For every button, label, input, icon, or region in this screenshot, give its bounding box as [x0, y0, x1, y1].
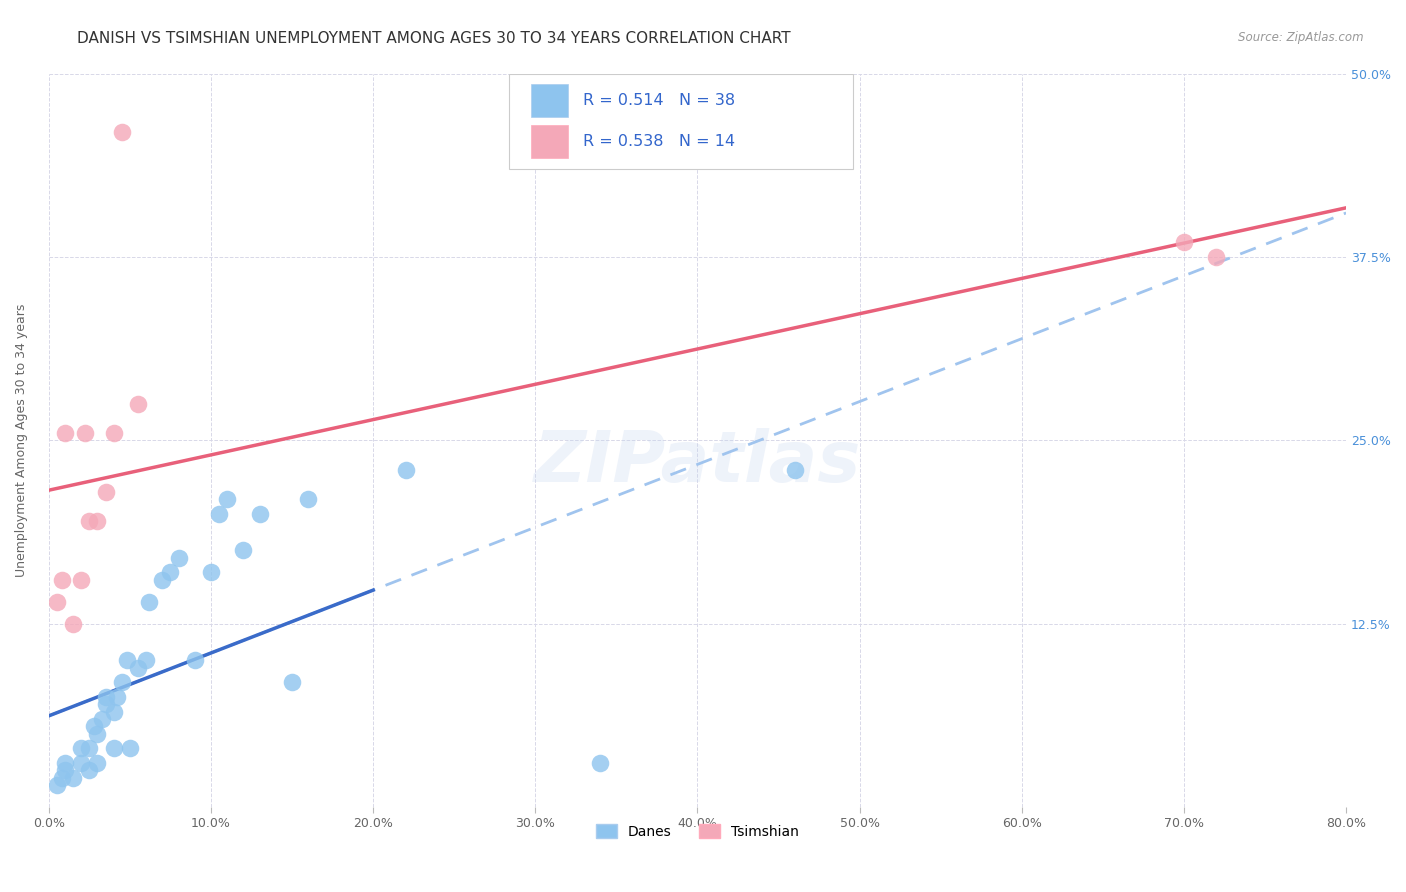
Point — [62, 771, 84, 785]
Point — [138, 595, 160, 609]
Point — [297, 491, 319, 506]
Point — [79, 514, 101, 528]
Point — [70, 756, 93, 770]
Point — [73, 425, 96, 440]
Text: ZIPatlas: ZIPatlas — [534, 428, 860, 497]
Point — [62, 616, 84, 631]
Point — [150, 573, 173, 587]
Point — [1173, 235, 1195, 250]
Point — [589, 756, 612, 770]
Point — [103, 705, 125, 719]
Point — [53, 764, 76, 778]
Point — [783, 462, 806, 476]
Point — [105, 690, 128, 704]
Bar — [531, 125, 568, 158]
Point — [86, 756, 108, 770]
Point — [159, 566, 181, 580]
Bar — [531, 85, 568, 118]
Point — [200, 566, 222, 580]
Point — [53, 756, 76, 770]
Point — [127, 396, 149, 410]
Point — [1205, 250, 1227, 264]
Text: R = 0.538   N = 14: R = 0.538 N = 14 — [583, 134, 735, 149]
Point — [281, 675, 304, 690]
Point — [94, 690, 117, 704]
Point — [115, 653, 138, 667]
Point — [53, 425, 76, 440]
FancyBboxPatch shape — [509, 73, 853, 169]
Point — [79, 764, 101, 778]
Point — [86, 514, 108, 528]
Point — [111, 675, 134, 690]
Point — [111, 125, 134, 139]
Point — [91, 712, 114, 726]
Legend: Danes, Tsimshian: Danes, Tsimshian — [591, 818, 804, 844]
Point — [94, 484, 117, 499]
Point — [208, 507, 231, 521]
Y-axis label: Unemployment Among Ages 30 to 34 years: Unemployment Among Ages 30 to 34 years — [15, 303, 28, 577]
Point — [127, 661, 149, 675]
Text: Source: ZipAtlas.com: Source: ZipAtlas.com — [1239, 31, 1364, 45]
Point — [51, 771, 73, 785]
Point — [83, 719, 105, 733]
Point — [79, 741, 101, 756]
Point — [70, 741, 93, 756]
Point — [45, 778, 67, 792]
Point — [394, 462, 416, 476]
Point — [184, 653, 207, 667]
Point — [232, 543, 254, 558]
Point — [70, 573, 93, 587]
Point — [167, 550, 190, 565]
Point — [45, 595, 67, 609]
Text: R = 0.514   N = 38: R = 0.514 N = 38 — [583, 94, 735, 109]
Point — [103, 741, 125, 756]
Point — [103, 425, 125, 440]
Point — [249, 507, 271, 521]
Point — [94, 698, 117, 712]
Point — [118, 741, 141, 756]
Point — [217, 491, 239, 506]
Point — [51, 573, 73, 587]
Point — [135, 653, 157, 667]
Point — [86, 727, 108, 741]
Text: DANISH VS TSIMSHIAN UNEMPLOYMENT AMONG AGES 30 TO 34 YEARS CORRELATION CHART: DANISH VS TSIMSHIAN UNEMPLOYMENT AMONG A… — [77, 31, 792, 46]
